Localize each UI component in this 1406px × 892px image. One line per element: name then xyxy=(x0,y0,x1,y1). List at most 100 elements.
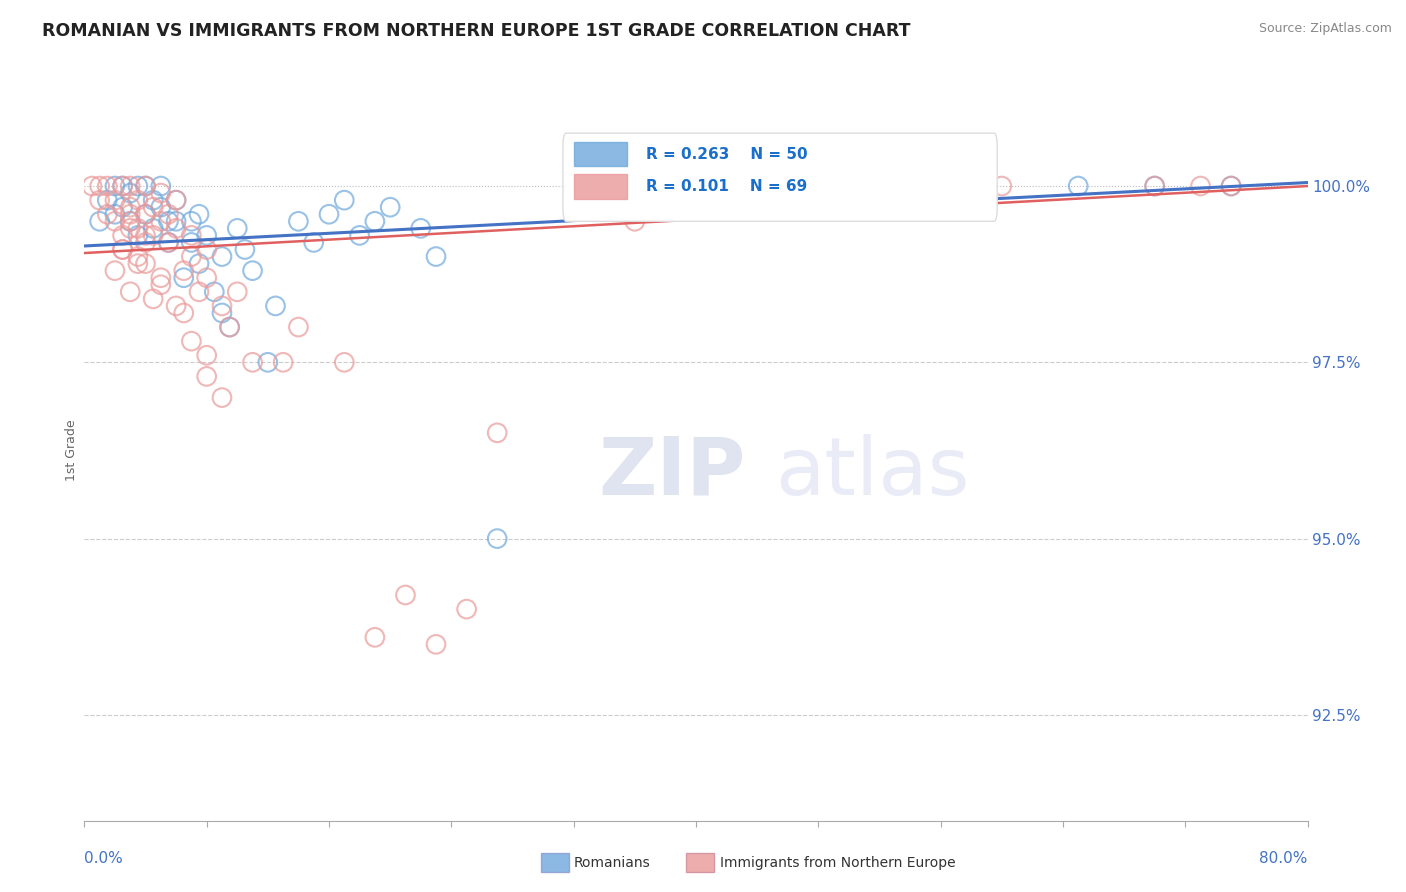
Point xyxy=(257,355,280,369)
Point xyxy=(188,257,211,271)
Point xyxy=(120,207,142,221)
Point xyxy=(165,193,187,207)
Point xyxy=(104,193,127,207)
Point xyxy=(202,285,225,299)
Point xyxy=(111,243,134,257)
Point xyxy=(157,235,180,250)
Point xyxy=(135,207,157,221)
Point xyxy=(80,179,103,194)
Point xyxy=(211,391,233,405)
Point xyxy=(287,320,309,334)
Point xyxy=(271,355,294,369)
Point xyxy=(135,228,157,243)
Point xyxy=(104,207,127,221)
Point xyxy=(149,214,172,228)
Point xyxy=(111,228,134,243)
Point xyxy=(195,228,218,243)
Point xyxy=(96,207,118,221)
Point xyxy=(1220,179,1243,194)
Point xyxy=(211,250,233,264)
Point xyxy=(89,179,111,194)
Point xyxy=(188,207,211,221)
Point xyxy=(104,214,127,228)
Point xyxy=(135,207,157,221)
Point xyxy=(165,214,187,228)
Point xyxy=(180,214,202,228)
Y-axis label: 1st Grade: 1st Grade xyxy=(65,419,77,482)
Text: 80.0%: 80.0% xyxy=(1260,851,1308,866)
Point xyxy=(142,292,165,306)
Point xyxy=(761,179,783,194)
Point xyxy=(104,263,127,277)
Text: Immigrants from Northern Europe: Immigrants from Northern Europe xyxy=(720,855,956,870)
Bar xyxy=(574,174,627,199)
Point xyxy=(195,369,218,384)
Text: Source: ZipAtlas.com: Source: ZipAtlas.com xyxy=(1258,22,1392,36)
Point xyxy=(218,320,240,334)
Point xyxy=(120,179,142,194)
Point xyxy=(120,214,142,228)
Point xyxy=(242,355,264,369)
Text: R = 0.263    N = 50: R = 0.263 N = 50 xyxy=(645,147,807,161)
Point xyxy=(195,348,218,362)
Point xyxy=(914,179,936,194)
Point xyxy=(127,228,149,243)
Point xyxy=(165,299,187,313)
Point xyxy=(264,299,287,313)
Point xyxy=(149,200,172,214)
Point xyxy=(96,193,118,207)
Point xyxy=(165,193,187,207)
Point xyxy=(127,221,149,235)
Point xyxy=(149,179,172,194)
Point xyxy=(142,200,165,214)
Point xyxy=(456,602,478,616)
Point xyxy=(157,235,180,250)
Point xyxy=(111,179,134,194)
Point xyxy=(486,532,509,546)
Point xyxy=(142,228,165,243)
Point xyxy=(135,179,157,194)
Point xyxy=(425,637,447,651)
Text: 0.0%: 0.0% xyxy=(84,851,124,866)
Point xyxy=(120,214,142,228)
Point xyxy=(89,193,111,207)
Point xyxy=(135,179,157,194)
Point xyxy=(1143,179,1166,194)
FancyBboxPatch shape xyxy=(562,133,997,221)
Point xyxy=(127,193,149,207)
Point xyxy=(165,221,187,235)
Point xyxy=(127,257,149,271)
Point xyxy=(211,299,233,313)
Point xyxy=(135,257,157,271)
Text: R = 0.101    N = 69: R = 0.101 N = 69 xyxy=(645,179,807,194)
Point xyxy=(1189,179,1212,194)
Point xyxy=(188,285,211,299)
Bar xyxy=(574,142,627,166)
Point xyxy=(173,270,195,285)
Point xyxy=(149,277,172,292)
Point xyxy=(960,179,983,194)
Text: ROMANIAN VS IMMIGRANTS FROM NORTHERN EUROPE 1ST GRADE CORRELATION CHART: ROMANIAN VS IMMIGRANTS FROM NORTHERN EUR… xyxy=(42,22,911,40)
Point xyxy=(211,306,233,320)
Point xyxy=(157,207,180,221)
Point xyxy=(96,179,118,194)
Point xyxy=(1067,179,1090,194)
Point xyxy=(127,179,149,194)
Point xyxy=(120,221,142,235)
Point xyxy=(180,235,202,250)
Point xyxy=(180,334,202,348)
Point xyxy=(349,228,371,243)
Point xyxy=(195,243,218,257)
Point xyxy=(149,186,172,200)
Point xyxy=(233,243,256,257)
Point xyxy=(111,243,134,257)
Point xyxy=(180,228,202,243)
Point xyxy=(333,193,356,207)
Point xyxy=(302,235,325,250)
Text: atlas: atlas xyxy=(776,434,970,512)
Point xyxy=(1220,179,1243,194)
Point xyxy=(218,320,240,334)
Text: ZIP: ZIP xyxy=(598,434,745,512)
Point xyxy=(333,355,356,369)
Point xyxy=(991,179,1014,194)
